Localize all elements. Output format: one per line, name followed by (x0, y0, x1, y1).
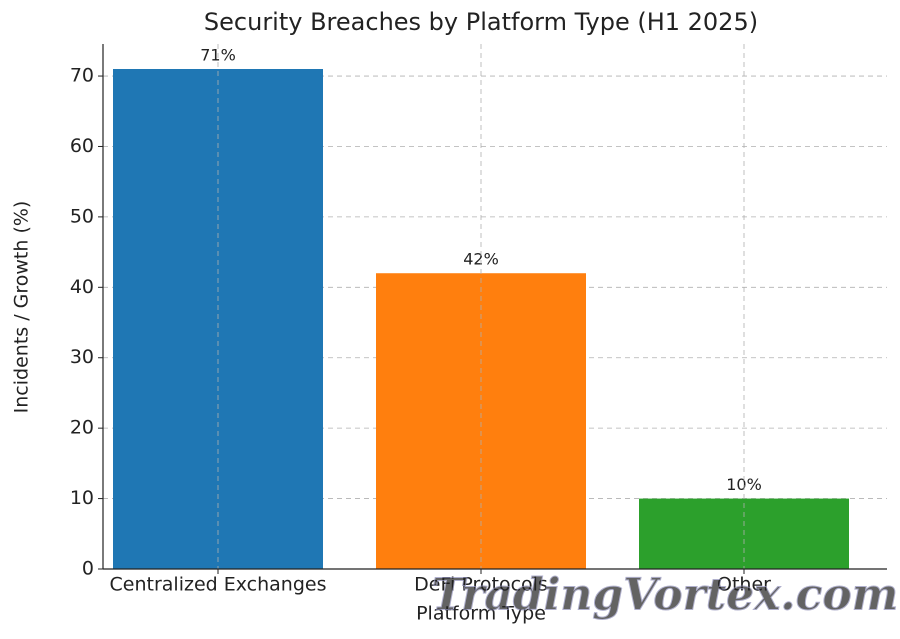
value-label: 42% (463, 250, 499, 269)
chart-title: Security Breaches by Platform Type (H1 2… (204, 8, 758, 36)
x-tick-label: Other (717, 574, 771, 596)
y-tick-label: 70 (70, 65, 94, 87)
watermark: TradingVortex.com (432, 570, 899, 621)
y-tick-label: 50 (70, 205, 94, 227)
bar (376, 273, 586, 569)
y-tick-label: 60 (70, 135, 94, 157)
y-tick-label: 0 (82, 558, 94, 580)
value-label: 10% (726, 475, 762, 494)
y-tick-label: 40 (70, 276, 94, 298)
x-axis-label: Platform Type (416, 603, 546, 625)
y-tick-label: 30 (70, 346, 94, 368)
plot-area: 71%42%10%Centralized Exchanges DeFi Proto… (70, 44, 887, 596)
y-tick-label: 20 (70, 417, 94, 439)
y-tick-label: 10 (70, 487, 94, 509)
x-tick-label: DeFi Protocols (414, 574, 548, 596)
x-tick-label: Centralized Exchanges (110, 574, 327, 596)
y-axis-label: Incidents / Growth (%) (11, 201, 33, 414)
